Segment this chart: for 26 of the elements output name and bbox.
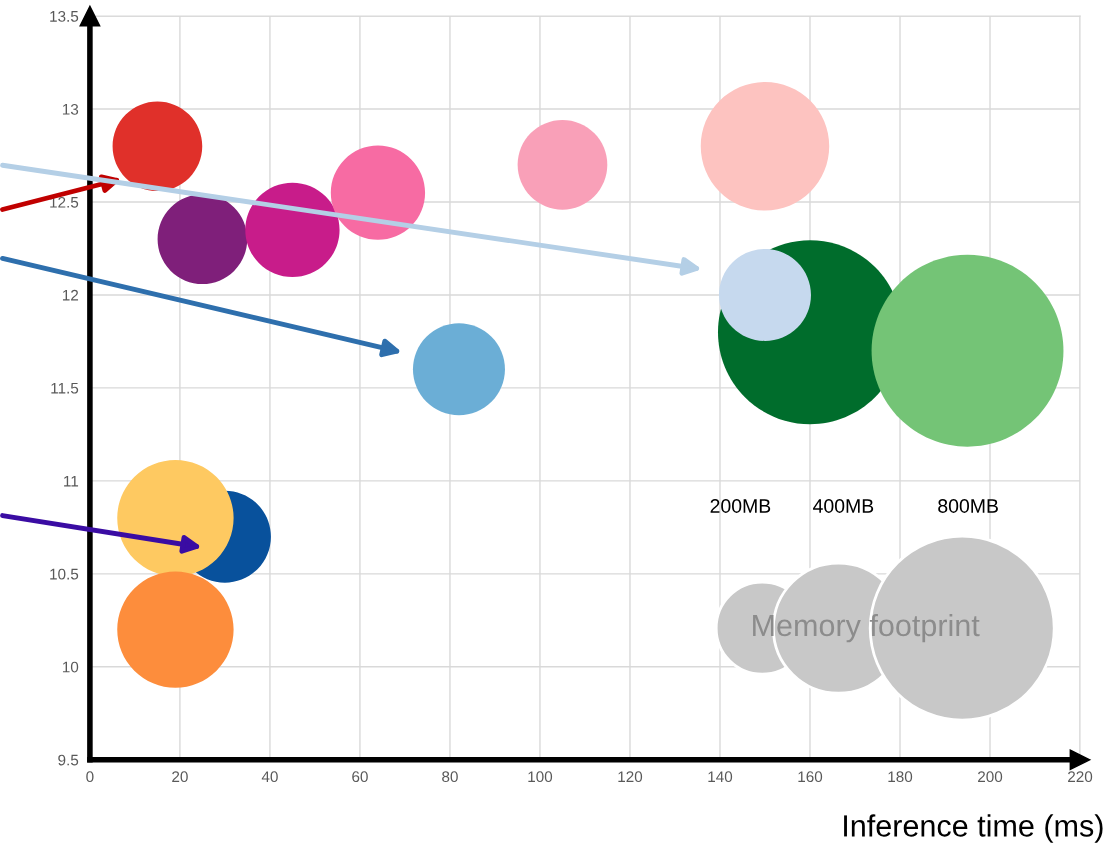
y-tick-label: 9.5 bbox=[58, 754, 79, 766]
legend-label: 200MB bbox=[710, 499, 771, 513]
x-axis-title: Inference time (ms) bbox=[844, 814, 1103, 843]
x-tick-label: 160 bbox=[798, 771, 823, 783]
x-tick-label: 20 bbox=[172, 771, 188, 783]
x-tick-label: 80 bbox=[442, 771, 458, 783]
y-tick-label: 13.5 bbox=[50, 10, 79, 22]
y-tick-label: 13 bbox=[62, 103, 79, 115]
y-tick-label: 12.5 bbox=[50, 196, 79, 208]
legend-label: 800MB bbox=[938, 499, 998, 513]
y-tick-label: 11.5 bbox=[51, 382, 79, 394]
x-tick-label: 180 bbox=[888, 771, 913, 783]
x-tick-label: 200 bbox=[978, 771, 1003, 783]
y-tick-label: 11 bbox=[64, 475, 79, 487]
x-tick-label: 140 bbox=[708, 771, 733, 783]
y-tick-label: 12 bbox=[62, 289, 79, 301]
legend-label: 400MB bbox=[813, 499, 874, 513]
y-tick-label: 10 bbox=[62, 661, 79, 673]
x-tick-label: 0 bbox=[86, 771, 94, 783]
x-tick-label: 120 bbox=[618, 771, 643, 783]
y-tick-label: 10.5 bbox=[50, 568, 79, 580]
x-tick-label: 40 bbox=[261, 771, 278, 783]
x-tick-label: 100 bbox=[528, 771, 553, 783]
x-tick-label: 220 bbox=[1068, 771, 1093, 783]
legend-title: Memory footprint bbox=[753, 613, 980, 643]
x-tick-label: 60 bbox=[352, 771, 368, 783]
